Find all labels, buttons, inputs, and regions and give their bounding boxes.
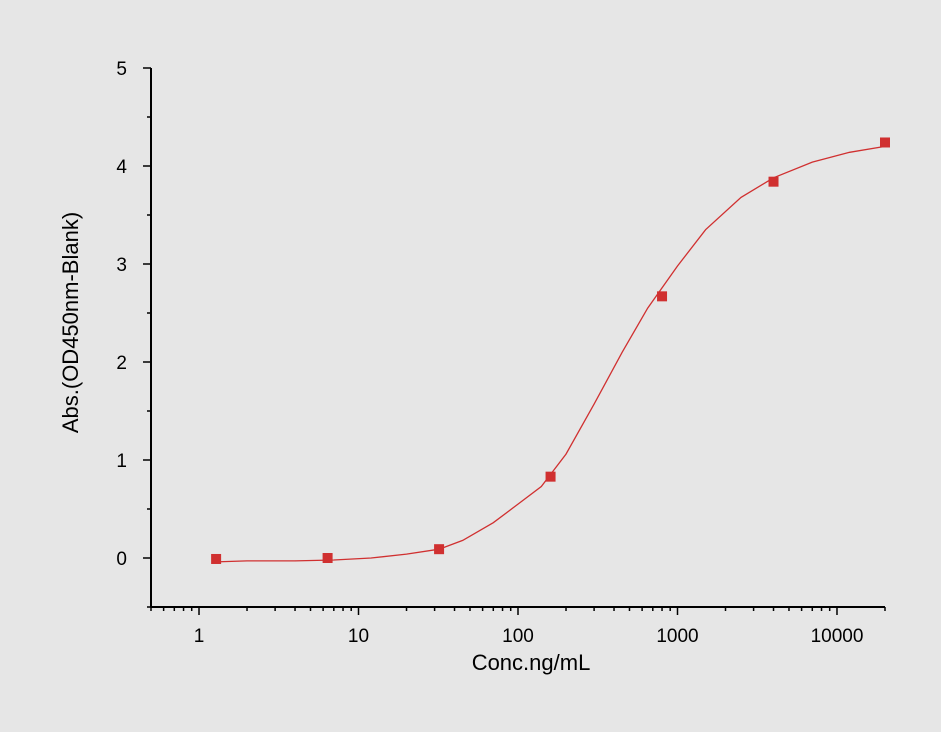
y-tick-label: 4 bbox=[116, 157, 127, 178]
data-point bbox=[211, 553, 222, 564]
y-tick-label: 5 bbox=[116, 59, 127, 80]
x-tick-label: 10 bbox=[348, 626, 369, 647]
data-point bbox=[768, 176, 779, 187]
x-axis-title: Conc.ng/mL bbox=[472, 650, 591, 675]
y-axis-title: Abs.(OD450nm-Blank) bbox=[58, 212, 83, 433]
y-tick-label: 0 bbox=[116, 549, 127, 570]
data-point bbox=[322, 553, 333, 563]
y-tick-label: 3 bbox=[116, 255, 127, 276]
data-points-layer bbox=[211, 137, 890, 564]
data-point bbox=[880, 137, 890, 148]
data-point bbox=[434, 544, 445, 555]
fit-curve-layer bbox=[216, 145, 886, 563]
y-tick-label: 2 bbox=[116, 353, 127, 374]
fit-curve-line bbox=[216, 145, 886, 563]
data-point bbox=[657, 291, 668, 302]
x-tick-label: 10000 bbox=[811, 626, 864, 647]
x-axis: 1 10 100 1000 10000 bbox=[150, 606, 886, 647]
x-tick-label: 100 bbox=[502, 626, 534, 647]
x-tick-label: 1 bbox=[194, 626, 205, 647]
x-tick-label: 1000 bbox=[656, 626, 698, 647]
y-tick-label: 1 bbox=[116, 451, 127, 472]
y-axis: 0 1 2 3 4 5 bbox=[116, 59, 152, 608]
data-point bbox=[545, 471, 556, 482]
